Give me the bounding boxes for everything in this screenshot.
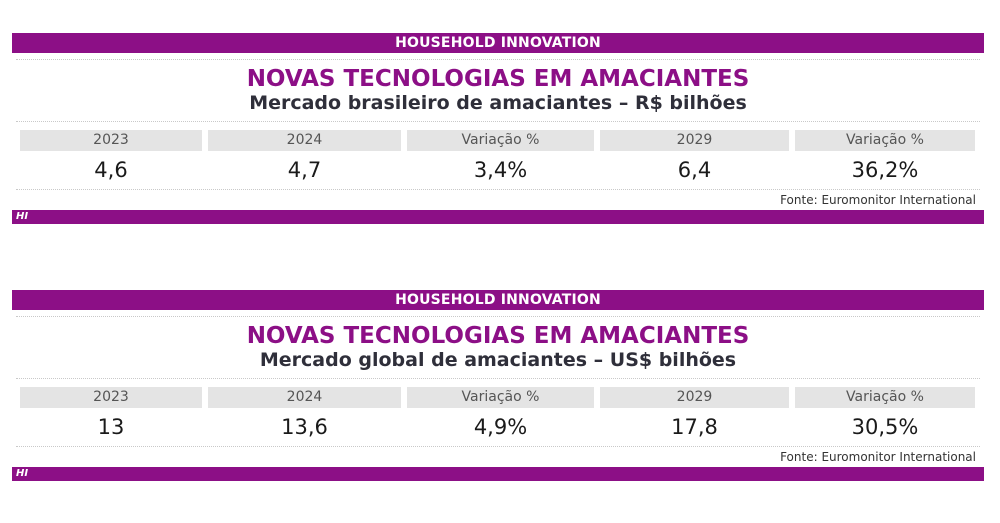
header-cell: Variação % <box>407 387 594 408</box>
section-band: HOUSEHOLD INNOVATION <box>12 290 984 310</box>
divider <box>16 59 980 60</box>
card-subtitle: Mercado global de amaciantes – US$ bilhõ… <box>259 349 737 371</box>
table-card-global: HOUSEHOLD INNOVATION NOVAS TECNOLOGIAS E… <box>12 290 984 481</box>
divider <box>16 121 980 122</box>
section-band: HOUSEHOLD INNOVATION <box>12 33 984 53</box>
source-note: Fonte: Euromonitor International <box>780 450 976 464</box>
value-cell: 6,4 <box>677 158 712 182</box>
footer-band: HI <box>12 210 984 224</box>
card-subtitle: Mercado brasileiro de amaciantes – R$ bi… <box>249 92 747 114</box>
value-cell: 13 <box>97 415 125 439</box>
value-cell: 17,8 <box>671 415 718 439</box>
divider <box>16 446 980 447</box>
value-cell: 4,6 <box>94 158 128 182</box>
value-cell: 3,4% <box>473 158 528 182</box>
value-row: 4,6 4,7 3,4% 6,4 36,2% <box>12 151 984 189</box>
value-cell: 4,9% <box>473 415 528 439</box>
header-cell: 2023 <box>20 130 202 151</box>
value-row: 13 13,6 4,9% 17,8 30,5% <box>12 408 984 446</box>
header-cell: Variação % <box>795 387 975 408</box>
header-cell: 2029 <box>600 130 789 151</box>
header-cell: 2024 <box>208 130 401 151</box>
divider <box>16 189 980 190</box>
footer-band: HI <box>12 467 984 481</box>
table-card-brazil: HOUSEHOLD INNOVATION NOVAS TECNOLOGIAS E… <box>12 33 984 224</box>
header-cell: Variação % <box>795 130 975 151</box>
header-row: 2023 2024 Variação % 2029 Variação % <box>12 130 984 151</box>
value-cell: 30,5% <box>851 415 919 439</box>
header-row: 2023 2024 Variação % 2029 Variação % <box>12 387 984 408</box>
header-cell: 2029 <box>600 387 789 408</box>
source-note: Fonte: Euromonitor International <box>780 193 976 207</box>
divider <box>16 316 980 317</box>
value-cell: 4,7 <box>287 158 322 182</box>
header-cell: 2023 <box>20 387 202 408</box>
divider <box>16 378 980 379</box>
value-cell: 13,6 <box>281 415 328 439</box>
card-title: NOVAS TECNOLOGIAS EM AMACIANTES <box>246 66 750 92</box>
card-title: NOVAS TECNOLOGIAS EM AMACIANTES <box>246 323 750 349</box>
header-cell: 2024 <box>208 387 401 408</box>
value-cell: 36,2% <box>851 158 919 182</box>
header-cell: Variação % <box>407 130 594 151</box>
